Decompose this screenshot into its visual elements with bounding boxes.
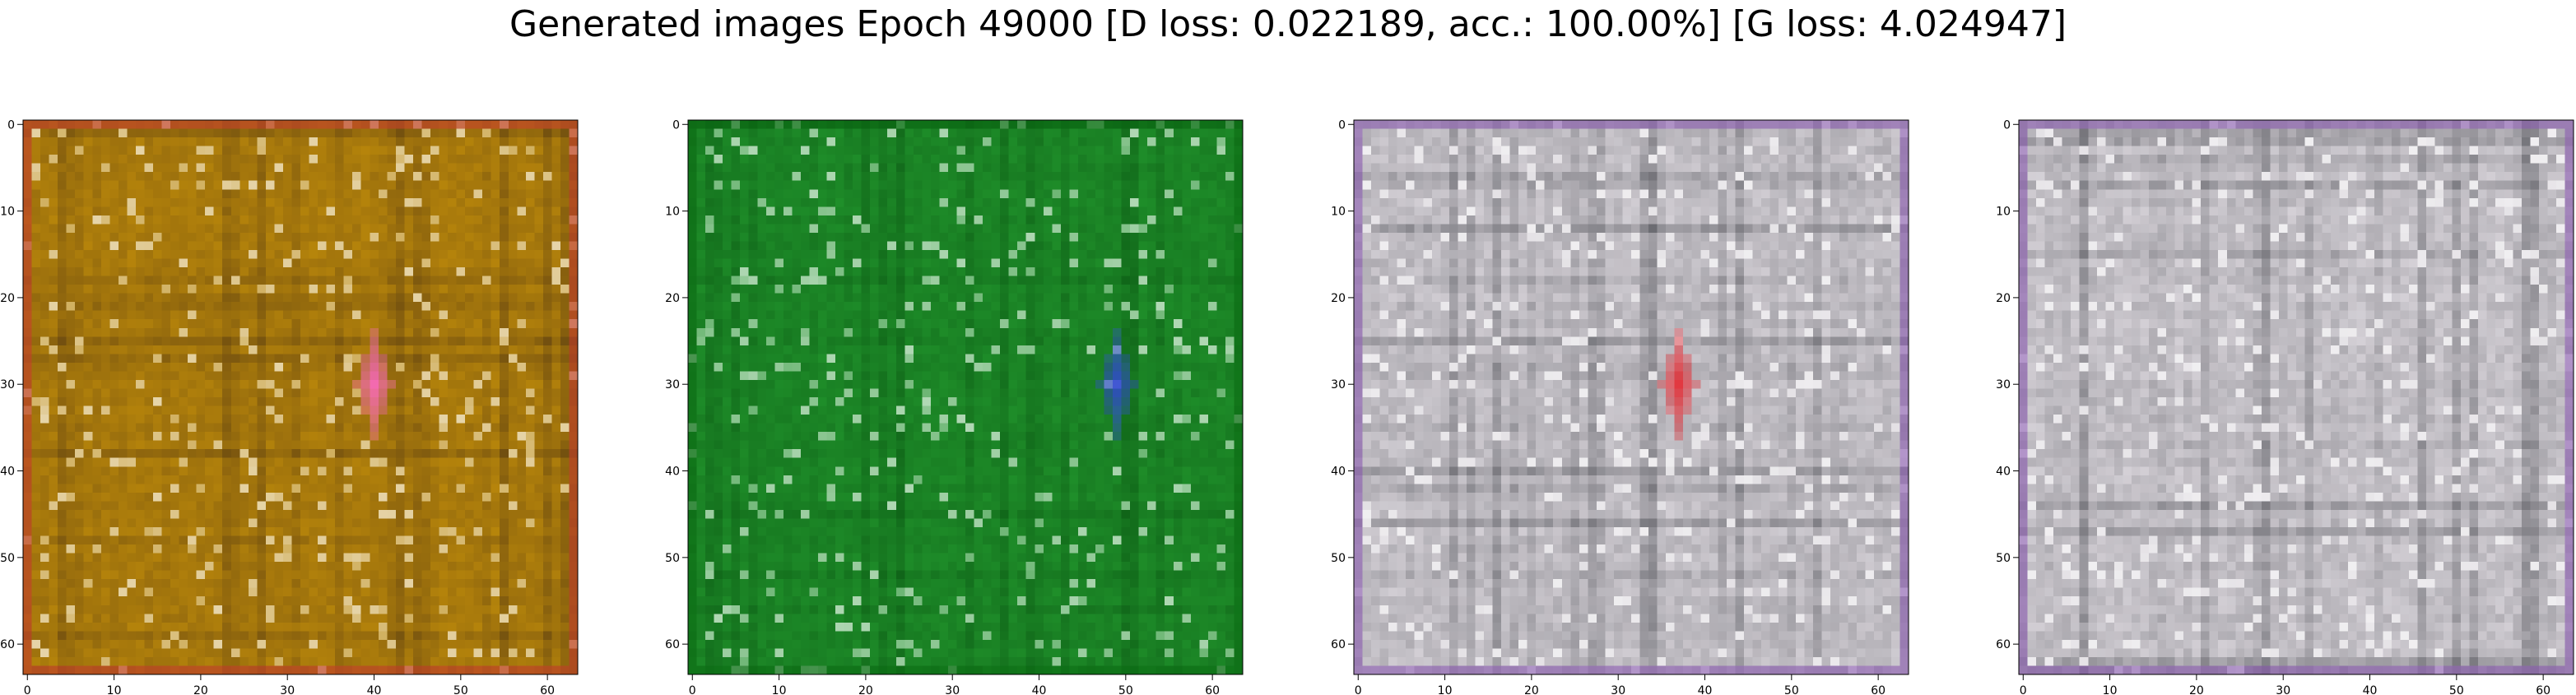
y-tick-label: 40 bbox=[665, 466, 680, 479]
y-tick-label: 50 bbox=[1996, 552, 2011, 565]
image-panel: 0 10 20 30 40 50 60 0 10 20 30 40 50 60 bbox=[1331, 118, 1909, 695]
y-tick-label: 40 bbox=[1331, 466, 1346, 479]
x-tick-label: 0 bbox=[24, 684, 31, 695]
pixel-grid bbox=[1354, 120, 1909, 675]
y-tick-label: 10 bbox=[1331, 206, 1346, 219]
x-tick-label: 60 bbox=[2536, 684, 2550, 695]
x-tick-label: 20 bbox=[1524, 684, 1539, 695]
x-tick-label: 50 bbox=[453, 684, 468, 695]
y-tick-label: 0 bbox=[672, 118, 680, 132]
x-tick-label: 30 bbox=[945, 684, 960, 695]
x-tick-label: 0 bbox=[2020, 684, 2027, 695]
x-tick-label: 0 bbox=[689, 684, 696, 695]
y-tick-label: 10 bbox=[0, 206, 15, 219]
x-tick-label: 10 bbox=[107, 684, 122, 695]
y-tick-label: 60 bbox=[1331, 638, 1346, 651]
y-tick-label: 50 bbox=[665, 552, 680, 565]
x-tick-label: 50 bbox=[1118, 684, 1133, 695]
y-tick-label: 20 bbox=[1331, 292, 1346, 305]
x-tick-label: 20 bbox=[193, 684, 208, 695]
image-panel: 0 10 20 30 40 50 60 0 10 20 30 40 50 60 bbox=[665, 118, 1244, 695]
y-tick-label: 10 bbox=[1996, 206, 2011, 219]
axes-frame bbox=[2018, 119, 2574, 675]
y-tick-label: 10 bbox=[665, 206, 680, 219]
x-tick-label: 10 bbox=[1438, 684, 1453, 695]
x-tick-label: 20 bbox=[858, 684, 873, 695]
x-tick-label: 0 bbox=[1355, 684, 1362, 695]
x-tick-label: 50 bbox=[1784, 684, 1799, 695]
y-tick-label: 0 bbox=[7, 118, 15, 132]
y-tick-label: 0 bbox=[2003, 118, 2011, 132]
x-tick-label: 40 bbox=[1032, 684, 1047, 695]
axes-frame bbox=[687, 119, 1244, 675]
x-tick-label: 10 bbox=[2103, 684, 2118, 695]
x-tick-label: 60 bbox=[1205, 684, 1220, 695]
y-tick-label: 40 bbox=[0, 466, 15, 479]
image-panel: 0 10 20 30 40 50 60 0 10 20 30 40 50 60 bbox=[0, 118, 579, 695]
y-tick-label: 20 bbox=[665, 292, 680, 305]
pixel-grid bbox=[2019, 120, 2574, 675]
x-tick-label: 40 bbox=[367, 684, 382, 695]
y-tick-label: 30 bbox=[1331, 378, 1346, 392]
y-tick-label: 30 bbox=[0, 378, 15, 392]
x-tick-label: 30 bbox=[1611, 684, 1625, 695]
x-tick-label: 40 bbox=[1698, 684, 1713, 695]
axes-frame bbox=[1353, 119, 1909, 675]
y-tick-label: 60 bbox=[0, 638, 15, 651]
x-tick-label: 30 bbox=[2276, 684, 2290, 695]
y-tick-label: 20 bbox=[0, 292, 15, 305]
y-tick-label: 40 bbox=[1996, 466, 2011, 479]
x-tick-label: 30 bbox=[280, 684, 295, 695]
y-tick-label: 30 bbox=[1996, 378, 2011, 392]
y-tick-label: 30 bbox=[665, 378, 680, 392]
x-tick-label: 20 bbox=[2189, 684, 2204, 695]
figure-title: Generated images Epoch 49000 [D loss: 0.… bbox=[509, 3, 2067, 45]
x-tick-label: 40 bbox=[2363, 684, 2378, 695]
y-tick-label: 60 bbox=[1996, 638, 2011, 651]
x-tick-label: 60 bbox=[1871, 684, 1886, 695]
y-tick-label: 20 bbox=[1996, 292, 2011, 305]
image-panel: 0 10 20 30 40 50 60 0 10 20 30 40 50 60 bbox=[1996, 118, 2574, 695]
y-tick-label: 50 bbox=[1331, 552, 1346, 565]
x-tick-label: 50 bbox=[2449, 684, 2464, 695]
axes-frame bbox=[22, 119, 579, 675]
x-tick-label: 10 bbox=[772, 684, 787, 695]
y-tick-label: 50 bbox=[0, 552, 15, 565]
y-tick-label: 0 bbox=[1338, 118, 1346, 132]
pixel-grid bbox=[23, 120, 579, 675]
pixel-grid bbox=[688, 120, 1244, 675]
y-tick-label: 60 bbox=[665, 638, 680, 651]
x-tick-label: 60 bbox=[540, 684, 555, 695]
